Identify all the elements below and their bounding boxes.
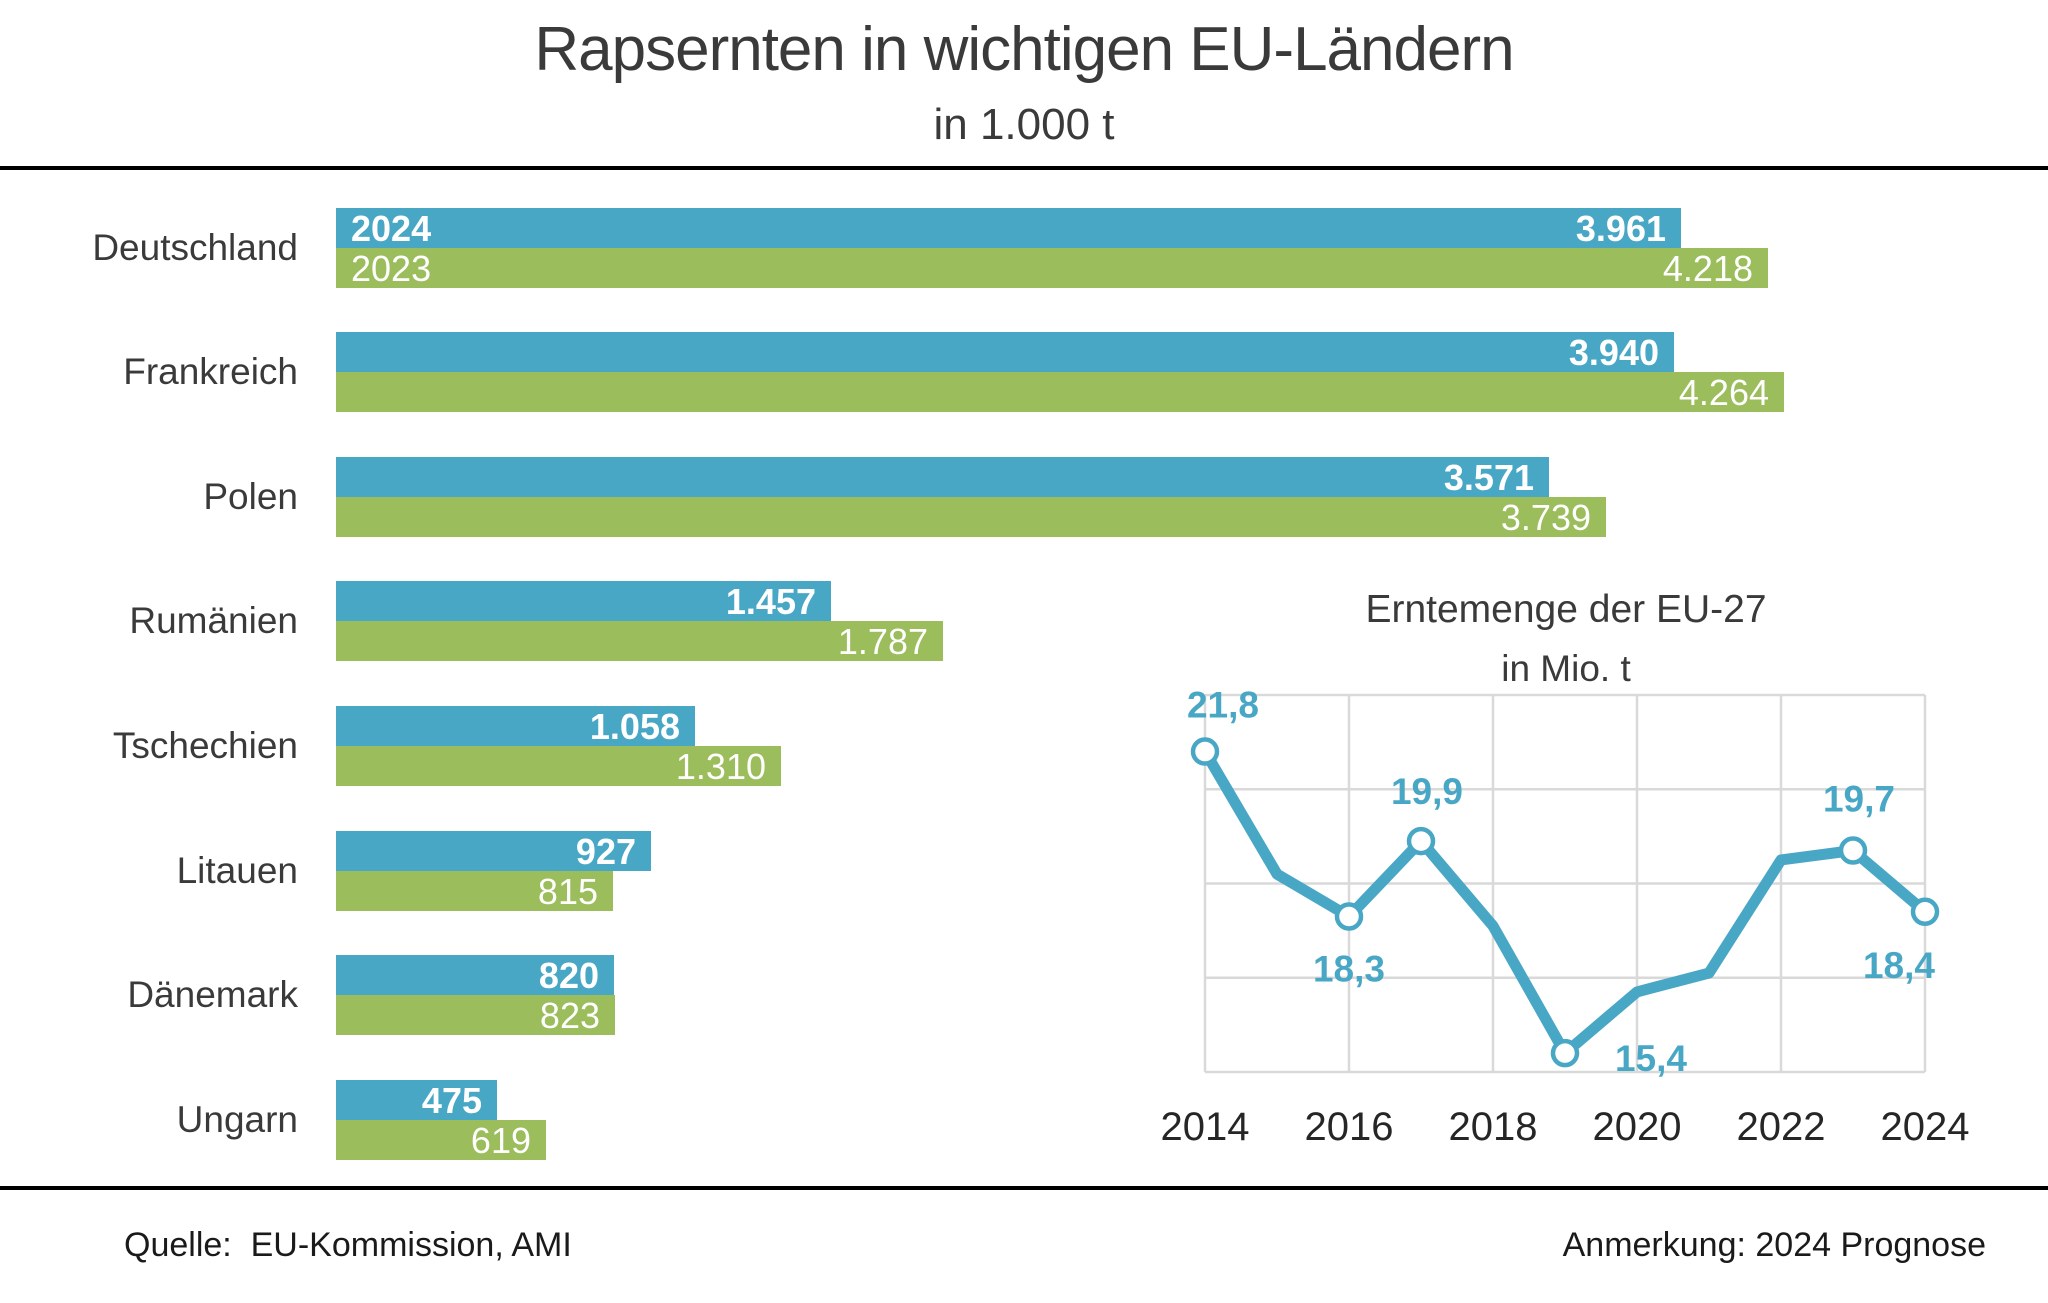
bar-value-2024: 3.571 (1443, 456, 1534, 498)
bar-value-2023: 823 (539, 995, 600, 1037)
series-year-label-2024: 2024 (351, 207, 432, 249)
bar-2024-Deutschland: 2024 3.961 (336, 207, 1681, 249)
bar-value-2024: 1.058 (589, 705, 680, 747)
bar-value-2024: 820 (538, 955, 599, 997)
data-point-marker-2019 (1550, 1038, 1580, 1068)
country-label: Deutschland (92, 226, 298, 268)
bar-value-2023: 1.787 (837, 621, 928, 663)
data-point-marker-2023 (1838, 836, 1868, 865)
eu27-line-series (1199, 746, 1931, 1059)
data-point-marker-2014 (1190, 737, 1220, 766)
bar-value-2024: 3.961 (1575, 207, 1666, 249)
country-label: Litauen (176, 849, 298, 891)
bar-value-2024: 927 (575, 830, 636, 872)
bar-2024-Rumänien: 1.457 (336, 581, 831, 623)
country-label: Dänemark (127, 974, 298, 1016)
bar-2023-Litauen: 815 (336, 870, 613, 912)
data-point-label-2023: 19,7 (1823, 779, 1895, 820)
bar-2024-Litauen: 927 (336, 830, 651, 872)
bar-2024-Dänemark: 820 (336, 955, 614, 997)
bar-value-2024: 475 (421, 1079, 482, 1121)
bottom-divider (0, 1186, 2048, 1190)
country-label: Polen (203, 475, 298, 517)
page-title: Rapsernten in wichtigen EU-Ländern (534, 15, 1514, 84)
country-label: Rumänien (129, 600, 298, 642)
bar-2023-Polen: 3.739 (336, 496, 1606, 538)
bar-2023-Dänemark: 823 (336, 995, 615, 1037)
bar-2024-Frankreich: 3.940 (336, 332, 1674, 374)
x-axis-label-2016: 2016 (1305, 1105, 1394, 1149)
bar-value-2024: 1.457 (725, 581, 816, 623)
data-point-label-2016: 18,3 (1313, 948, 1385, 989)
bar-2023-Frankreich: 4.264 (336, 372, 1784, 414)
x-axis-label-2020: 2020 (1593, 1105, 1682, 1149)
data-point-marker-2016 (1334, 902, 1364, 931)
country-label: Tschechien (112, 724, 298, 766)
inset-chart-subtitle: in Mio. t (1501, 648, 1631, 689)
bar-2023-Ungarn: 619 (336, 1119, 546, 1161)
bar-value-2023: 619 (470, 1119, 531, 1161)
line-chart: 21,8 18,3 19,9 15,4 19,7 18,4 2014 2016 2018 2020… (1161, 685, 1970, 1149)
x-axis-label-2014: 2014 (1161, 1105, 1250, 1149)
bar-value-2023: 4.218 (1662, 247, 1753, 289)
bar-value-2023: 4.264 (1678, 372, 1769, 414)
forecast-note: Anmerkung: 2024 Prognose (1562, 1226, 1986, 1264)
bar-2023-Rumänien: 1.787 (336, 621, 943, 663)
data-point-label-2017: 19,9 (1391, 771, 1463, 812)
bar-value-2023: 3.739 (1500, 496, 1591, 538)
bar-2024-Polen: 3.571 (336, 456, 1549, 498)
data-point-label-2024: 18,4 (1863, 945, 1935, 986)
bar-value-2023: 815 (537, 870, 598, 912)
bar-2024-Ungarn: 475 (336, 1079, 497, 1121)
x-axis-label-2022: 2022 (1737, 1105, 1826, 1149)
inset-chart-title: Erntemenge der EU-27 (1365, 588, 1767, 631)
x-axis-label-2024: 2024 (1881, 1105, 1970, 1149)
top-divider (0, 166, 2048, 170)
data-point-marker-2017 (1406, 826, 1436, 856)
source-note: Quelle: EU-Kommission, AMI (124, 1226, 572, 1264)
bar-2024-Tschechien: 1.058 (336, 705, 695, 747)
bar-value-2023: 1.310 (675, 745, 766, 787)
data-point-label-2014: 21,8 (1187, 685, 1259, 726)
country-label: Ungarn (176, 1098, 298, 1140)
x-axis-label-2018: 2018 (1449, 1105, 1538, 1149)
series-year-label-2023: 2023 (351, 247, 432, 289)
bar-2023-Deutschland: 2023 4.218 (336, 247, 1768, 289)
data-point-marker-2024 (1910, 897, 1940, 927)
page-subtitle: in 1.000 t (933, 100, 1115, 149)
country-label: Frankreich (123, 351, 298, 393)
bar-2023-Tschechien: 1.310 (336, 745, 781, 787)
data-point-label-2019: 15,4 (1615, 1038, 1687, 1079)
bar-value-2024: 3.940 (1568, 332, 1659, 374)
